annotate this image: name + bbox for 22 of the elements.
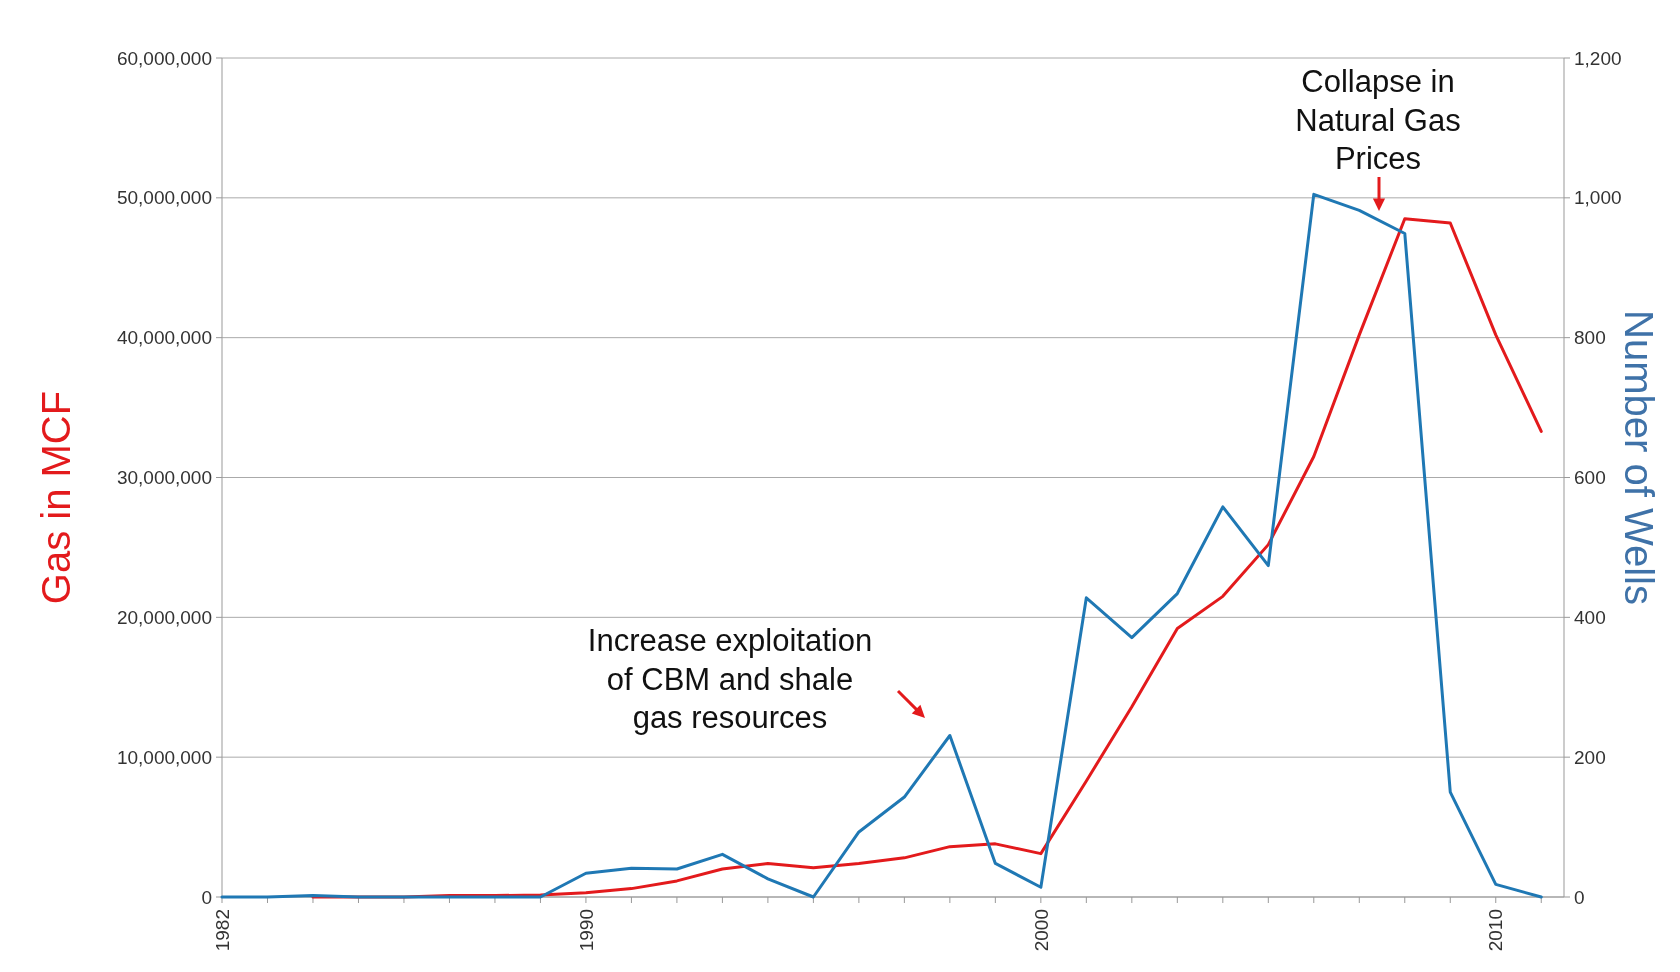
y-tick-label: 50,000,000 <box>116 187 212 209</box>
y-tick-label: 40,000,000 <box>116 327 212 349</box>
y2-tick-label: 200 <box>1574 746 1606 768</box>
x-tick-label: 2000 <box>1030 909 1052 952</box>
annotation: Increase exploitation of CBM and shale gas resources <box>587 623 873 736</box>
y-tick-label: 30,000,000 <box>116 467 212 489</box>
y-tick-label: 20,000,000 <box>116 606 212 628</box>
y2-tick-label: 800 <box>1574 327 1606 349</box>
y-tick-label: 0 <box>201 886 212 908</box>
annotation: Collapse in Natural Gas Prices <box>1295 64 1461 177</box>
y2-axis-title: Number of Wells <box>1617 310 1661 605</box>
y2-tick-label: 1,200 <box>1574 47 1622 69</box>
y2-tick-label: 1,000 <box>1574 187 1622 209</box>
x-tick-label: 1982 <box>211 909 233 952</box>
x-tick-label: 2010 <box>1485 909 1507 952</box>
y2-tick-label: 600 <box>1574 467 1606 489</box>
y-tick-label: 60,000,000 <box>116 47 212 69</box>
y2-tick-label: 0 <box>1574 886 1585 908</box>
y-axis-title: Gas in MCF <box>34 390 78 605</box>
x-tick-label: 1990 <box>575 909 597 952</box>
y2-tick-label: 400 <box>1574 606 1606 628</box>
y-tick-label: 10,000,000 <box>116 746 212 768</box>
